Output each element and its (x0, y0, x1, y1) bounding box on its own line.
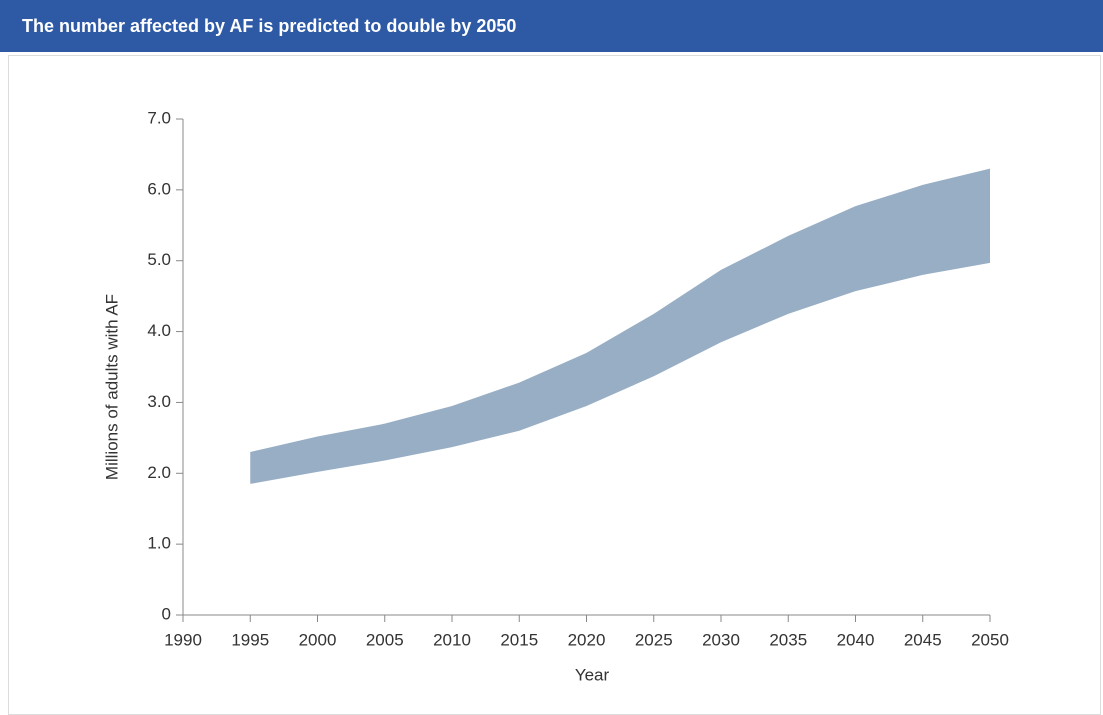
x-tick-label: 2005 (366, 630, 404, 649)
range-band (250, 168, 990, 484)
x-tick-label: 2035 (769, 630, 807, 649)
y-tick-label: 6.0 (147, 179, 171, 198)
y-tick-label: 5.0 (147, 250, 171, 269)
y-tick-label: 2.0 (147, 463, 171, 482)
y-tick-label: 3.0 (147, 392, 171, 411)
header-title: The number affected by AF is predicted t… (0, 0, 1103, 52)
x-tick-label: 2000 (299, 630, 337, 649)
x-tick-label: 2010 (433, 630, 471, 649)
x-tick-label: 2040 (837, 630, 875, 649)
y-tick-label: 1.0 (147, 534, 171, 553)
x-tick-label: 2045 (904, 630, 942, 649)
x-tick-label: 1990 (164, 630, 202, 649)
x-tick-label: 2050 (971, 630, 1009, 649)
x-tick-label: 2015 (500, 630, 538, 649)
x-tick-label: 2025 (635, 630, 673, 649)
x-tick-label: 2020 (568, 630, 606, 649)
x-axis-label: Year (575, 665, 610, 684)
x-tick-label: 1995 (231, 630, 269, 649)
y-tick-label: 7.0 (147, 108, 171, 127)
x-tick-label: 2030 (702, 630, 740, 649)
y-tick-label: 0 (162, 604, 171, 623)
y-axis-label: Millions of adults with AF (102, 294, 121, 480)
y-tick-label: 4.0 (147, 321, 171, 340)
